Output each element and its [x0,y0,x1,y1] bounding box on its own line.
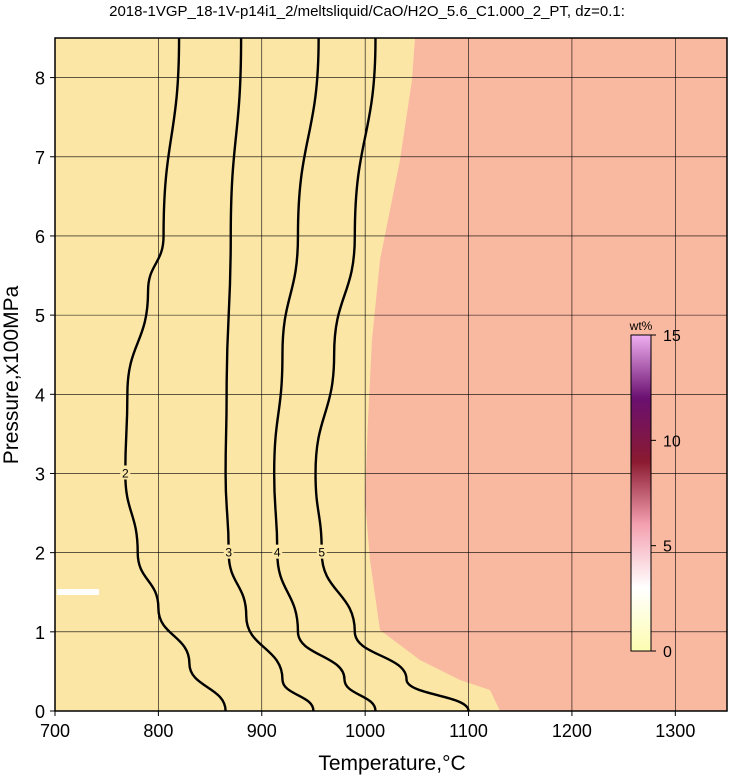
chart-title: 2018-1VGP_18-1V-p14i1_2/meltsliquid/CaO/… [109,3,625,20]
y-tick-label: 5 [35,306,45,326]
x-axis-label: Temperature,°C [318,752,465,775]
colorbar [630,334,652,652]
colorbar-tick-label: 15 [663,328,681,345]
y-tick-label: 7 [35,148,45,168]
colorbar-tick-label: 10 [663,433,681,450]
x-tick-label: 1300 [655,721,695,741]
contour-line [224,38,315,711]
x-tick-label: 700 [40,721,70,741]
contour-line [314,38,470,711]
x-tick-label: 1100 [449,721,488,741]
y-tick-label: 2 [35,544,45,564]
y-tick-label: 4 [35,385,45,405]
y-axis-label: Pressure,x100MPa [0,285,23,464]
contour-label-bg [316,544,327,559]
contour-label-bg [120,465,131,480]
y-tick-label: 8 [35,69,45,89]
contour-label-bg [272,544,283,559]
x-tick-label: 1200 [552,721,592,741]
contour-label-bg [223,544,234,559]
marker [57,589,99,595]
contour-label: 5 [318,546,325,560]
contour-label: 2 [122,466,129,480]
y-tick-label: 6 [35,227,45,247]
x-tick-label: 1000 [345,721,385,741]
x-tick-label: 900 [247,721,277,741]
y-tick-label: 3 [35,464,45,484]
y-tick-label: 0 [35,702,45,722]
x-tick-label: 800 [143,721,173,741]
contour-label: 3 [225,546,232,560]
colorbar-tick-label: 0 [663,644,672,661]
plot-frame [54,37,728,712]
contour-label: 4 [274,546,281,560]
high-region [365,38,727,711]
y-tick-label: 1 [35,623,45,643]
colorbar-tick-label: 5 [663,539,672,556]
contour-line [272,38,377,711]
contour-line [124,38,227,711]
colorbar-label: wt% [629,319,653,333]
